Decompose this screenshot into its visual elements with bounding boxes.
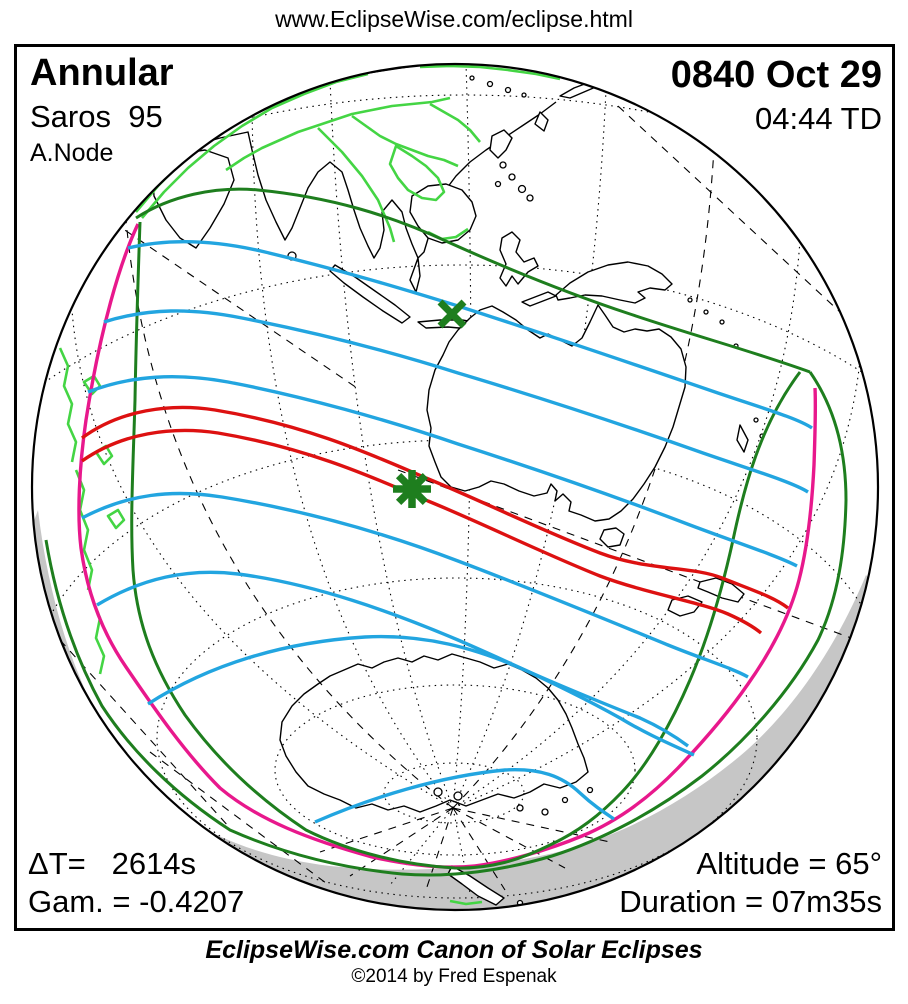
delta-t-label: ΔT= 2614s: [28, 846, 197, 881]
greatest-eclipse-asterisk-icon: [393, 470, 431, 508]
central-path: [80, 405, 790, 635]
eclipse-time-label: 04:44 TD: [755, 101, 882, 136]
eclipse-date-label: 0840 Oct 29: [670, 54, 882, 96]
magnitude-contours: [38, 239, 813, 852]
footer-copyright: ©2014 by Fred Espenak: [351, 966, 557, 987]
header-url: www.EclipseWise.com/eclipse.html: [275, 6, 633, 32]
tasmania-island: [599, 527, 625, 548]
new-caledonia-island: [736, 424, 749, 453]
x-marker-icon: [437, 299, 467, 329]
globe-limb: [30, 62, 880, 912]
penumbral-limit-inner: [130, 187, 811, 870]
eclipse-type-label: Annular: [30, 52, 174, 94]
saros-label: Saros 95: [30, 99, 163, 134]
footer-title: EclipseWise.com Canon of Solar Eclipses: [205, 936, 703, 964]
gamma-label: Gam. = -0.4207: [28, 884, 245, 919]
night-graticule-dash: [149, 751, 331, 887]
altitude-label: Altitude = 65°: [696, 846, 882, 881]
penumbral-limit-outer: [44, 371, 848, 877]
duration-label: Duration = 07m35s: [619, 884, 882, 919]
night-shading: [32, 510, 878, 910]
antarctica-coast: [279, 653, 589, 813]
night-graticule-dash: [59, 639, 231, 829]
northern-penumbral-limit: [135, 187, 811, 374]
node-label: A.Node: [30, 139, 114, 167]
